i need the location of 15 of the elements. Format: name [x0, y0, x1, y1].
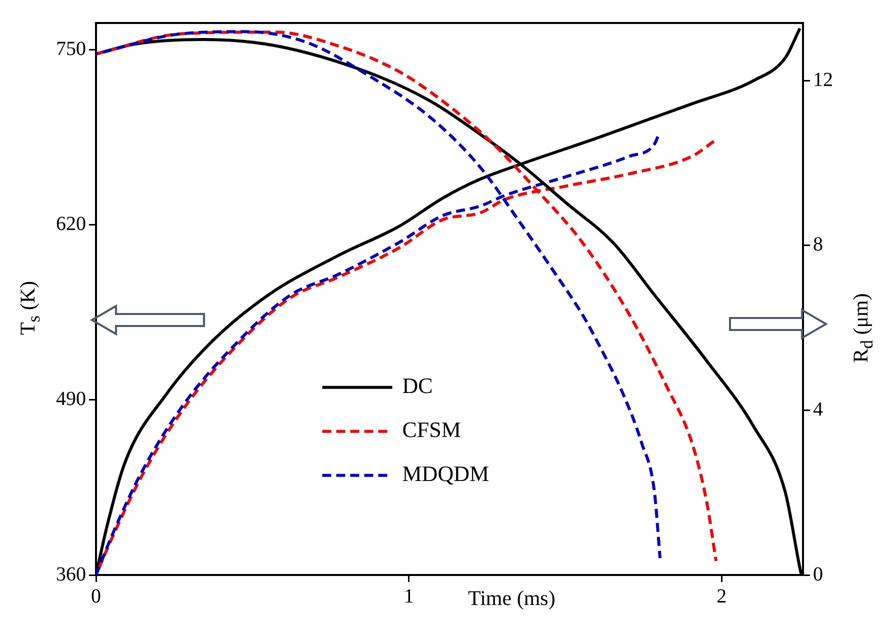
y2-tick-label: 4 [813, 398, 823, 420]
legend-label: CFSM [402, 417, 461, 442]
legend-label: MDQDM [402, 461, 490, 486]
legend-label: DC [402, 373, 433, 398]
x-tick-label: 1 [404, 585, 414, 608]
x-tick-label: 2 [716, 585, 727, 608]
x-axis-title: Time (ms) [468, 586, 556, 611]
y2-tick-label: 0 [813, 563, 823, 586]
y-tick-label: 490 [56, 388, 86, 410]
y-tick-label: 360 [56, 563, 86, 586]
y-tick-label: 750 [56, 38, 86, 60]
x-tick-label: 0 [91, 585, 101, 608]
y2-tick-label: 8 [813, 234, 823, 256]
y2-tick-label: 12 [813, 68, 833, 91]
y-tick-label: 620 [56, 213, 86, 236]
